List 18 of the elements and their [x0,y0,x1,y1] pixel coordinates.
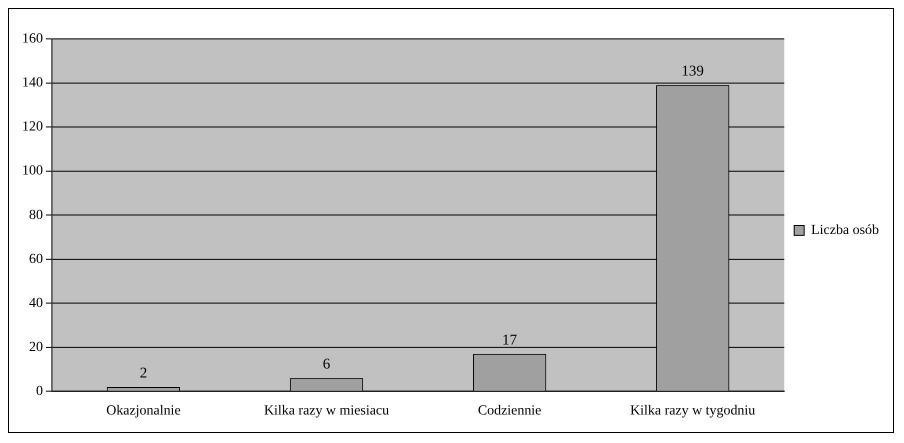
data-label: 2 [140,365,148,382]
y-tick-label: 140 [22,76,43,91]
data-label: 17 [502,332,518,348]
x-tick-label: Codziennie [478,403,542,418]
x-tick-label: Okazjonalnie [106,403,181,418]
y-tick-label: 100 [22,164,43,179]
y-tick-label: 0 [36,384,43,400]
x-tick-label: Kilka razy w miesiacu [264,403,390,418]
y-tick-label: 120 [22,120,43,135]
y-tick-label: 160 [22,32,43,47]
y-tick-label: 40 [28,296,43,311]
x-tick-label: Kilka razy w tygodniu [630,403,756,418]
y-tick-label: 60 [28,252,43,267]
y-tick-label: 20 [28,340,43,355]
y-tick-label: 80 [28,208,43,223]
data-label: 139 [681,64,704,80]
data-label: 6 [322,356,331,373]
legend-label: Liczba osób [811,223,879,238]
